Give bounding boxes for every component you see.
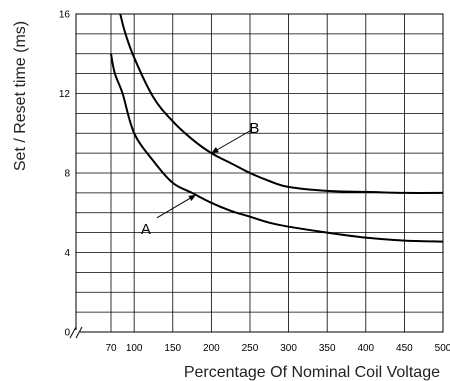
series-lines	[110, 13, 444, 243]
annotation-arrowhead	[188, 194, 196, 202]
x-tick-label: 100	[126, 343, 143, 354]
y-tick-label: 4	[64, 248, 70, 259]
y-tick-label: 12	[59, 89, 71, 100]
x-tick-label: 350	[319, 343, 336, 354]
x-axis-label: Percentage Of Nominal Coil Voltage	[184, 364, 440, 381]
y-tick-label: 8	[64, 169, 70, 180]
annotations: AB	[141, 120, 259, 238]
annotation-arrow	[156, 194, 197, 219]
grid	[76, 14, 444, 332]
x-tick-label: 400	[357, 343, 374, 354]
y-axis-label: Set / Reset time (ms)	[12, 21, 29, 171]
annotation-label-a: A	[141, 221, 151, 238]
x-tick-labels: 70 100 150 200 250 300 350 400 450 500	[105, 343, 450, 354]
y-tick-label: 0	[64, 328, 70, 339]
x-tick-label: 300	[280, 343, 297, 354]
y-tick-labels: 0 4 8 12 16	[59, 10, 71, 339]
x-tick-label: 70	[105, 343, 117, 354]
x-tick-label: 500	[435, 343, 450, 354]
annotation-label-b: B	[249, 120, 259, 137]
series-line-a	[110, 53, 444, 243]
annotation-arrow	[211, 129, 252, 154]
x-axis-break-marker	[69, 326, 83, 339]
x-tick-label: 250	[242, 343, 259, 354]
x-tick-label: 450	[396, 343, 413, 354]
plot-frame	[75, 13, 444, 333]
annotation-arrowhead	[211, 147, 219, 154]
x-tick-label: 200	[203, 343, 220, 354]
y-tick-label: 16	[59, 10, 71, 21]
series-line-b	[119, 13, 444, 194]
x-tick-label: 150	[164, 343, 181, 354]
